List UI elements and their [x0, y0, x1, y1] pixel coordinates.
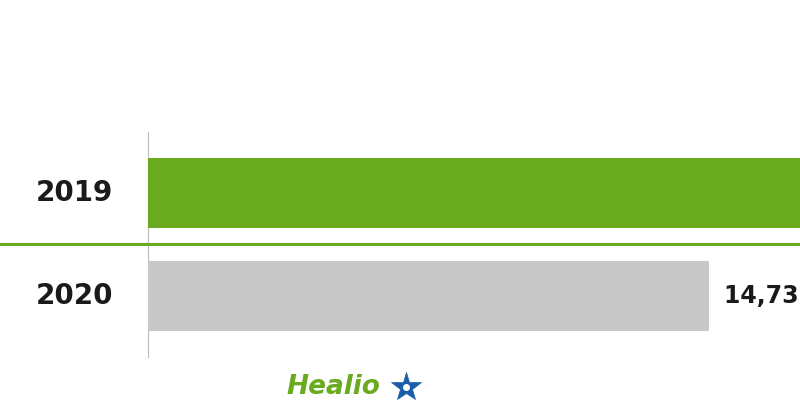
Text: with PAH due to inpatient and outpatient care:: with PAH due to inpatient and outpatient…	[124, 80, 676, 100]
Text: 2019: 2019	[35, 179, 113, 207]
Bar	[148, 158, 800, 228]
Text: 2020: 2020	[35, 282, 113, 310]
Bar	[148, 260, 710, 331]
Text: 14,738 days: 14,738 days	[724, 284, 800, 308]
Text: Total number of workdays lost among patients: Total number of workdays lost among pati…	[126, 35, 674, 55]
Text: Healio: Healio	[287, 374, 381, 400]
